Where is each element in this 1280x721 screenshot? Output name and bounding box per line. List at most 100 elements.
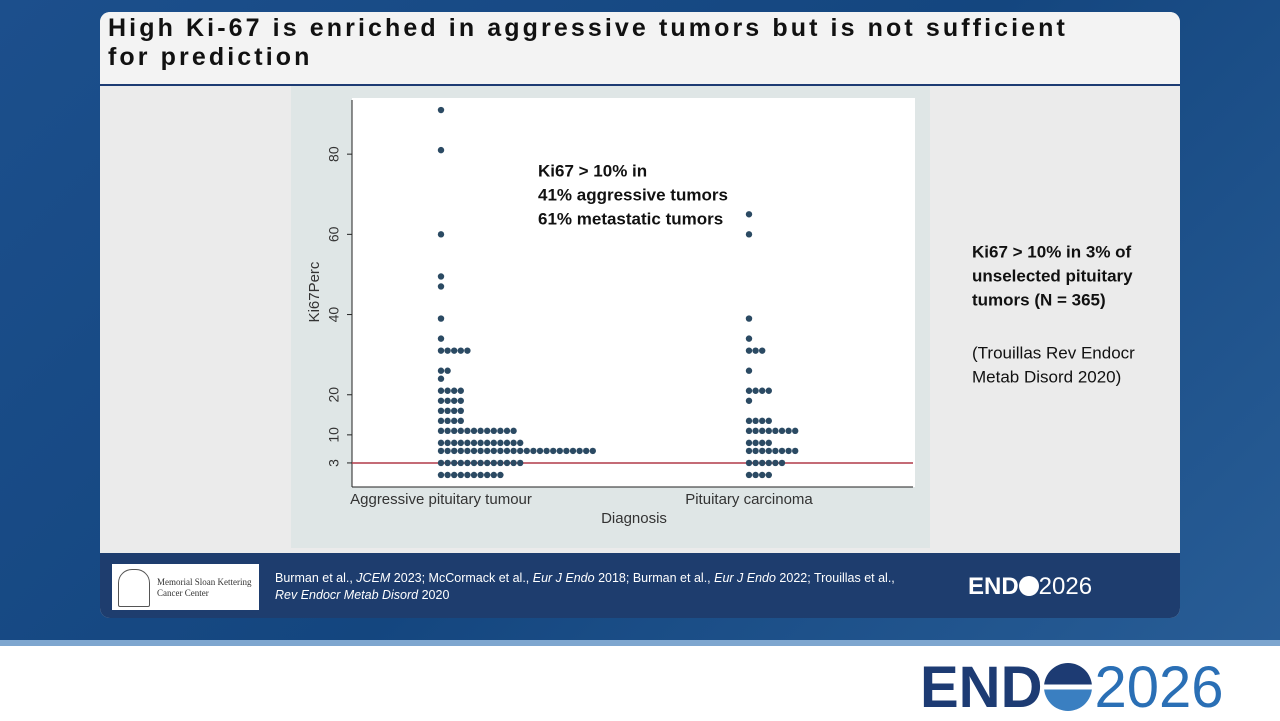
annotation: 61% metastatic tumors	[538, 209, 723, 228]
data-dot	[765, 417, 772, 425]
data-dot	[437, 347, 445, 354]
data-dot	[437, 146, 445, 154]
data-dot	[457, 471, 464, 479]
data-dot	[792, 427, 799, 435]
data-dot	[569, 447, 577, 455]
data-dot	[451, 427, 458, 435]
data-dot	[752, 459, 759, 467]
data-dot	[470, 427, 478, 435]
footer: Memorial Sloan Kettering Cancer Center B…	[100, 553, 1180, 618]
data-dot	[451, 447, 458, 455]
ref-text: Burman et al.,	[275, 571, 357, 585]
ref-text: 2020	[418, 588, 450, 602]
ref-text: Rev Endocr Metab Disord	[275, 588, 419, 602]
y-tick-label: 20	[326, 387, 342, 403]
data-dot	[470, 459, 478, 467]
data-dot	[497, 447, 504, 455]
data-dot	[785, 447, 792, 455]
data-dot	[563, 447, 570, 455]
data-dot	[772, 447, 779, 455]
data-dot	[503, 459, 511, 467]
data-dot	[530, 447, 537, 455]
data-dot	[437, 315, 445, 322]
data-dot	[484, 471, 491, 479]
ref-text: Eur J Endo	[714, 571, 776, 585]
data-dot	[752, 387, 759, 394]
data-dot	[437, 375, 445, 382]
data-dot	[457, 427, 464, 435]
data-dot	[464, 439, 471, 447]
data-dot	[745, 231, 753, 238]
y-tick-label: 60	[326, 226, 342, 242]
data-dot	[759, 347, 766, 354]
data-dot	[437, 231, 445, 238]
data-dot	[745, 315, 753, 322]
data-dot	[444, 407, 451, 415]
x-tick-label: Aggressive pituitary tumour	[350, 491, 532, 508]
data-dot	[550, 447, 557, 455]
data-dot	[503, 439, 511, 447]
data-dot	[470, 447, 478, 455]
y-axis-label: Ki67Perc	[306, 261, 323, 322]
brand-left: END	[920, 655, 1043, 720]
data-dot	[437, 387, 445, 394]
data-dot	[745, 211, 753, 218]
data-dot	[785, 427, 792, 435]
data-dot	[437, 459, 445, 467]
data-dot	[437, 283, 445, 290]
ref-text: 2022; Trouillas et al.,	[775, 571, 895, 585]
data-dot	[510, 447, 517, 455]
data-dot	[457, 407, 464, 415]
data-dot	[437, 407, 445, 415]
data-dot	[444, 471, 451, 479]
data-dot	[778, 447, 786, 455]
data-dot	[464, 427, 471, 435]
data-dot	[745, 347, 753, 354]
plot-area	[352, 98, 915, 487]
ref-text: 2023; McCormack et al.,	[390, 571, 533, 585]
data-dot	[444, 347, 451, 354]
data-dot	[444, 439, 451, 447]
side-note: tumors (N = 365)	[972, 290, 1106, 309]
side-note: unselected pituitary	[972, 266, 1133, 285]
data-dot	[765, 459, 772, 467]
data-dot	[752, 417, 759, 425]
data-dot	[745, 397, 753, 404]
data-dot	[497, 427, 504, 435]
data-dot	[523, 447, 530, 455]
data-dot	[444, 427, 451, 435]
data-dot	[477, 459, 484, 467]
data-dot	[457, 417, 464, 425]
brand-left: END	[968, 573, 1019, 600]
data-dot	[484, 439, 491, 447]
data-dot	[497, 471, 504, 479]
data-dot	[451, 397, 458, 404]
data-dot	[503, 427, 511, 435]
data-dot	[437, 447, 445, 455]
brand-logo: END 2026	[920, 654, 1224, 721]
data-dot	[444, 417, 451, 425]
data-dot	[765, 471, 772, 479]
ref-text: 2018; Burman et al.,	[594, 571, 715, 585]
data-dot	[765, 439, 772, 447]
data-dot	[457, 347, 464, 354]
annotation: Ki67 > 10% in	[538, 161, 647, 180]
citation: (Trouillas Rev Endocr	[972, 343, 1135, 362]
data-dot	[437, 397, 445, 404]
data-dot	[457, 447, 464, 455]
data-dot	[745, 439, 753, 447]
data-dot	[484, 447, 491, 455]
data-dot	[517, 439, 524, 447]
data-dot	[752, 347, 759, 354]
data-dot	[510, 427, 517, 435]
data-dot	[752, 427, 759, 435]
brand-right: 2026	[1094, 655, 1224, 720]
footer-brand: END 2026	[968, 573, 1092, 601]
data-dot	[484, 459, 491, 467]
data-dot	[745, 447, 753, 455]
data-dot	[792, 447, 799, 455]
data-dot	[556, 447, 563, 455]
bottom-band: END 2026	[0, 640, 1280, 720]
data-dot	[437, 471, 445, 479]
